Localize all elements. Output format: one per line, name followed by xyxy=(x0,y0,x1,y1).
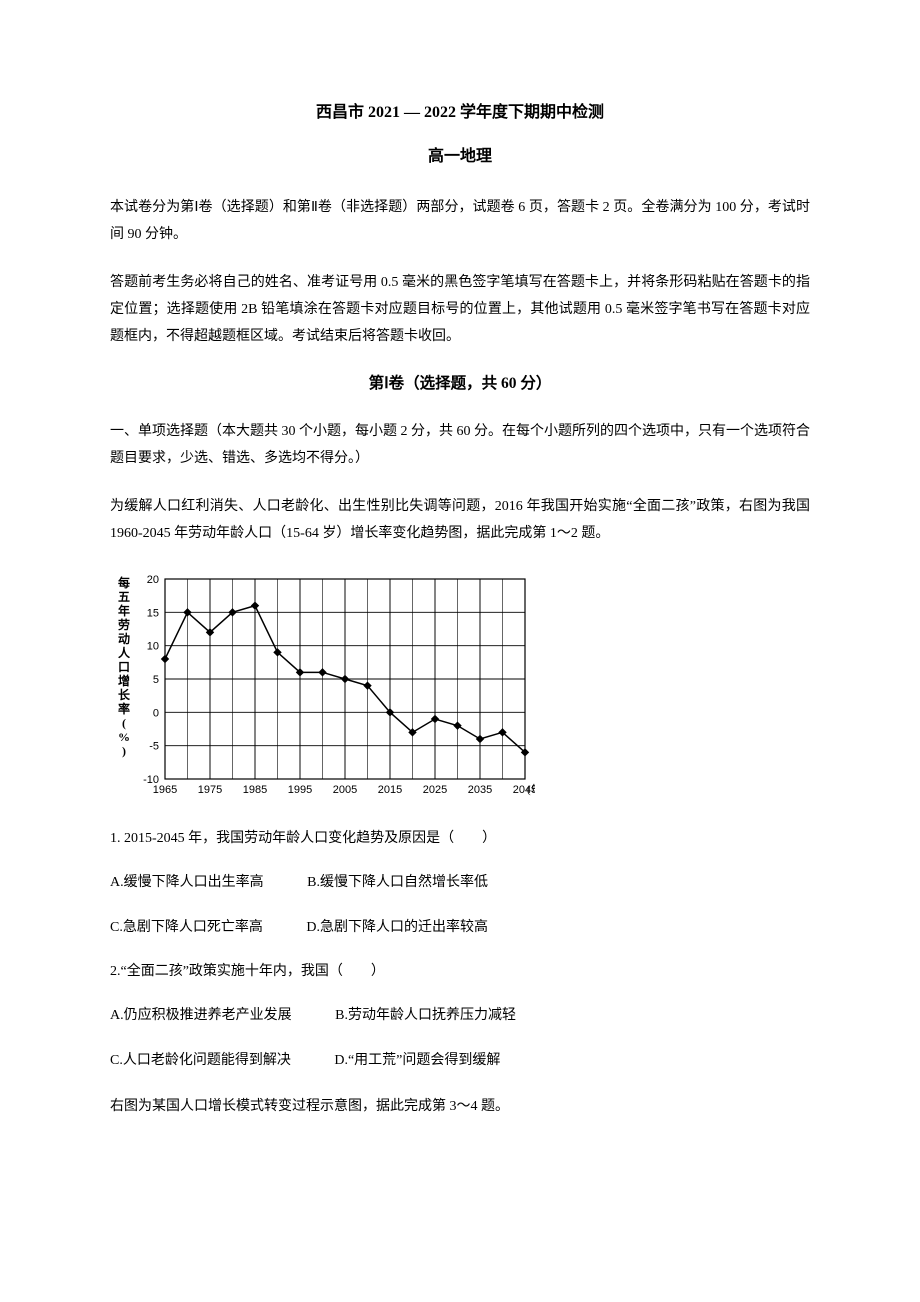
svg-text:口: 口 xyxy=(118,660,130,674)
intro-paragraph-1: 本试卷分为第Ⅰ卷（选择题）和第Ⅱ卷（非选择题）两部分，试题卷 6 页，答题卡 2… xyxy=(110,195,810,248)
mc-instructions: 一、单项选择题（本大题共 30 个小题，每小题 2 分，共 60 分。在每个小题… xyxy=(110,419,810,472)
main-title: 西昌市 2021 — 2022 学年度下期期中检测 xyxy=(110,100,810,126)
svg-text:每: 每 xyxy=(118,575,130,590)
svg-text:2015: 2015 xyxy=(378,784,402,796)
svg-text:人: 人 xyxy=(118,645,131,660)
intro-paragraph-2: 答题前考生务必将自己的姓名、准考证号用 0.5 毫米的黑色签字笔填写在答题卡上，… xyxy=(110,270,810,350)
svg-text:15: 15 xyxy=(147,608,159,620)
q2-options-row1: A.仍应积极推进养老产业发展 B.劳动年龄人口抚养压力减轻 xyxy=(110,1005,810,1027)
svg-text:(: ( xyxy=(122,716,126,730)
q2-options-row2: C.人口老龄化问题能得到解决 D.“用工荒”问题会得到缓解 xyxy=(110,1050,810,1072)
svg-text:1965: 1965 xyxy=(153,784,177,796)
q2-option-d: D.“用工荒”问题会得到缓解 xyxy=(334,1050,500,1072)
svg-text:1975: 1975 xyxy=(198,784,222,796)
svg-text:2025: 2025 xyxy=(423,784,447,796)
q1-options-row1: A.缓慢下降人口出生率高 B.缓慢下降人口自然增长率低 xyxy=(110,872,810,894)
q1-option-c: C.急剧下降人口死亡率高 xyxy=(110,917,263,939)
svg-text:2005: 2005 xyxy=(333,784,357,796)
q1-options-row2: C.急剧下降人口死亡率高 D.急剧下降人口的迁出率较高 xyxy=(110,917,810,939)
labor-growth-chart: -10-505101520196519751985199520052015202… xyxy=(110,569,810,807)
svg-text:长: 长 xyxy=(118,687,131,702)
exam-page: 西昌市 2021 — 2022 学年度下期期中检测 高一地理 本试卷分为第Ⅰ卷（… xyxy=(0,0,920,1302)
svg-text:0: 0 xyxy=(153,708,159,720)
q2-option-a: A.仍应积极推进养老产业发展 xyxy=(110,1005,292,1027)
svg-text:5: 5 xyxy=(153,674,159,686)
chart-svg: -10-505101520196519751985199520052015202… xyxy=(110,569,535,799)
q1-stem: 1. 2015-2045 年，我国劳动年龄人口变化趋势及原因是（ ） xyxy=(110,828,810,850)
stimulus-2: 右图为某国人口增长模式转变过程示意图，据此完成第 3～4 题。 xyxy=(110,1094,810,1121)
svg-text:%: % xyxy=(118,730,130,744)
svg-text:五: 五 xyxy=(118,590,130,604)
svg-text:动: 动 xyxy=(118,632,130,646)
q2-option-b: B.劳动年龄人口抚养压力减轻 xyxy=(335,1005,516,1027)
svg-text:): ) xyxy=(122,744,126,758)
q1-option-b: B.缓慢下降人口自然增长率低 xyxy=(307,872,488,894)
stimulus-1: 为缓解人口红利消失、人口老龄化、出生性别比失调等问题，2016 年我国开始实施“… xyxy=(110,494,810,547)
svg-text:增: 增 xyxy=(118,673,130,688)
svg-text:(年): (年) xyxy=(527,782,535,796)
q1-option-a: A.缓慢下降人口出生率高 xyxy=(110,872,264,894)
svg-text:2035: 2035 xyxy=(468,784,492,796)
q2-option-c: C.人口老龄化问题能得到解决 xyxy=(110,1050,291,1072)
svg-text:年: 年 xyxy=(118,603,130,618)
svg-text:劳: 劳 xyxy=(118,617,130,632)
svg-text:-5: -5 xyxy=(149,741,159,753)
svg-text:1985: 1985 xyxy=(243,784,267,796)
svg-text:20: 20 xyxy=(147,574,159,586)
svg-text:10: 10 xyxy=(147,641,159,653)
q1-option-d: D.急剧下降人口的迁出率较高 xyxy=(306,917,488,939)
q2-stem: 2.“全面二孩”政策实施十年内，我国（ ） xyxy=(110,961,810,983)
svg-text:1995: 1995 xyxy=(288,784,312,796)
subject-title: 高一地理 xyxy=(110,144,810,170)
section-1-heading: 第Ⅰ卷（选择题，共 60 分） xyxy=(110,372,810,397)
svg-text:率: 率 xyxy=(118,701,130,716)
